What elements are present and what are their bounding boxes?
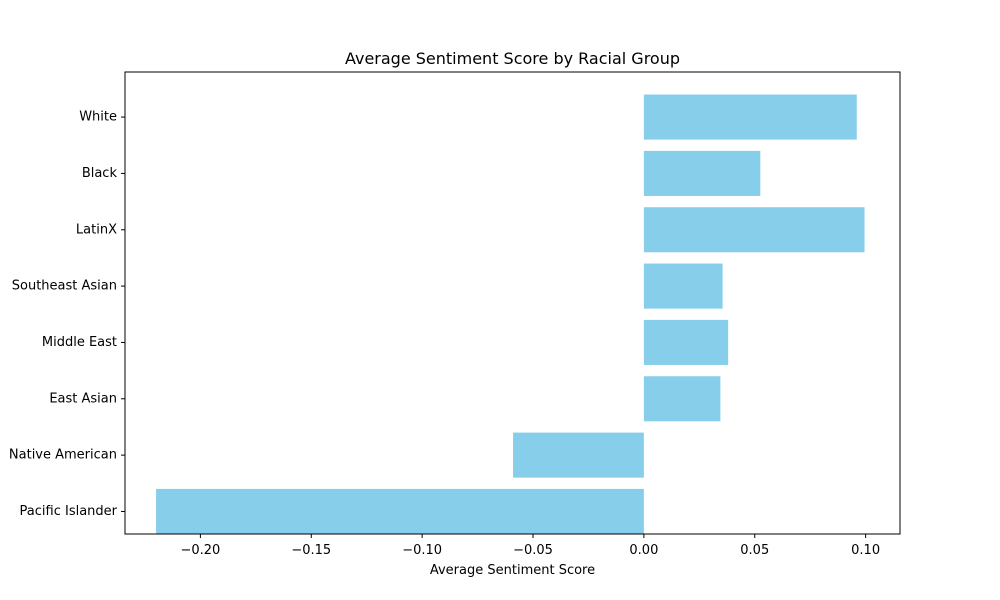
- y-tick-label: Southeast Asian: [12, 279, 117, 294]
- x-tick-label: −0.15: [291, 543, 331, 558]
- x-tick-label: −0.20: [180, 543, 220, 558]
- bar-1: [643, 150, 761, 196]
- plot-frame: [124, 71, 901, 535]
- x-tick-label: 0.05: [740, 543, 769, 558]
- y-tick-label: White: [79, 110, 117, 125]
- bar-0: [643, 94, 857, 140]
- x-tick-label: 0.00: [629, 543, 658, 558]
- bar-3: [643, 263, 723, 309]
- bar-7: [156, 488, 644, 534]
- chart-title: Average Sentiment Score by Racial Group: [345, 49, 680, 68]
- bar-2: [643, 207, 865, 253]
- bar-6: [513, 432, 644, 478]
- bars-group: [156, 94, 865, 534]
- bar-5: [643, 376, 721, 422]
- y-tick-label: East Asian: [49, 391, 117, 406]
- y-tick-label: Black: [82, 166, 118, 181]
- x-tick-label: 0.10: [851, 543, 880, 558]
- y-axis-ticks: White Black LatinX Southeast Asian Middle Ea…: [9, 110, 125, 519]
- y-tick-label: Native American: [9, 448, 117, 463]
- y-tick-label: LatinX: [76, 222, 117, 237]
- x-tick-label: −0.10: [402, 543, 442, 558]
- y-tick-label: Middle East: [42, 335, 117, 350]
- x-axis-ticks: −0.20 −0.15 −0.10 −0.05 0.00 0.05 0.10: [180, 534, 880, 558]
- y-tick-label: Pacific Islander: [20, 504, 118, 519]
- x-tick-label: −0.05: [513, 543, 553, 558]
- x-axis-label: Average Sentiment Score: [430, 563, 595, 578]
- bar-4: [643, 319, 729, 365]
